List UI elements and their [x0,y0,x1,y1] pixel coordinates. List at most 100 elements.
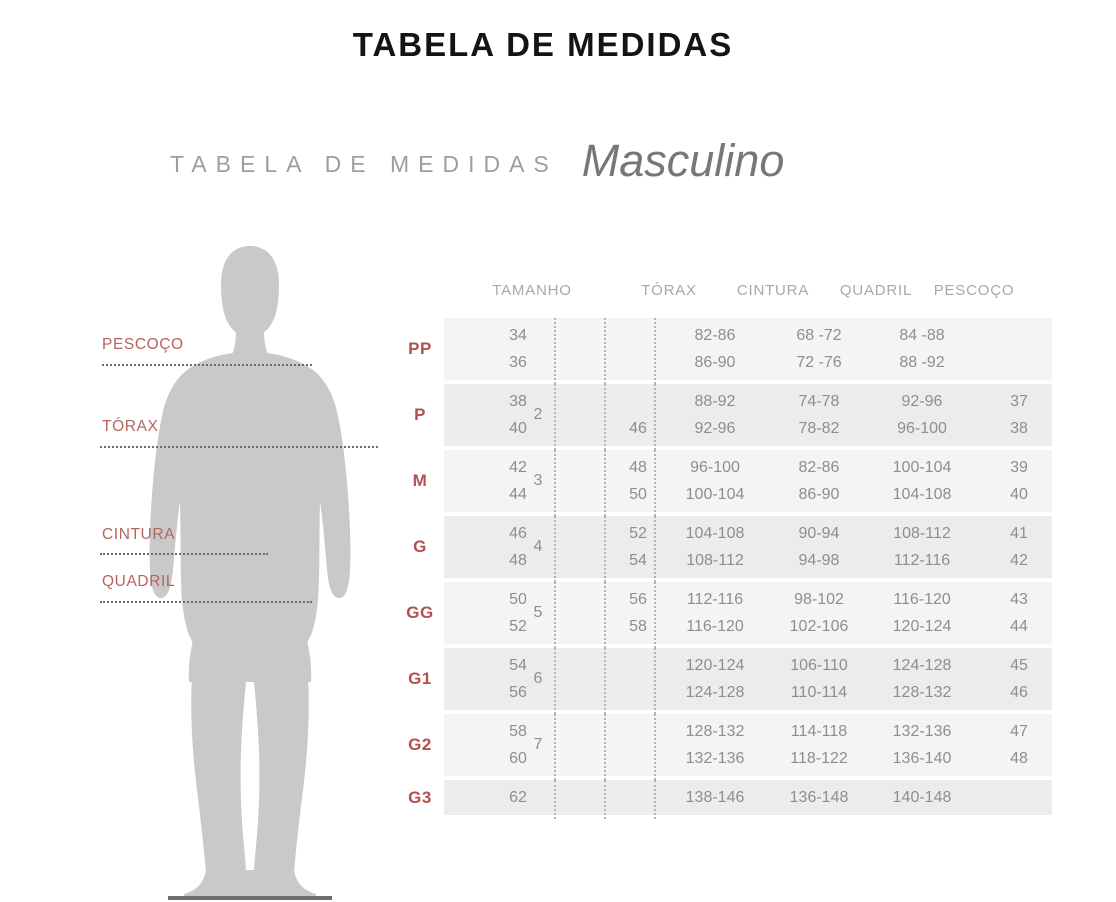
size-label: P [414,405,426,424]
cell-torax: 128-132 [685,723,745,740]
column-separator-3 [654,648,656,714]
cell-quadril: 128-132 [892,684,952,701]
size-label: PP [408,339,432,358]
column-separator-2 [604,582,606,648]
column-separator-2 [604,648,606,714]
cell-pescoco: 44 [1010,618,1028,635]
leader-line-torax [100,446,378,448]
column-separator-1 [554,780,556,819]
subtitle-gender-text: Masculino [581,135,785,186]
size-label: G3 [408,787,432,807]
table-subrow: 42 48 96-100 82-86 100-104 39 [444,454,1052,481]
cell-numeric-size: 48 [509,552,527,569]
cell-pescoco: 46 [1010,684,1028,701]
cell-quadril: 100-104 [892,459,952,476]
cell-torax: 82-86 [694,327,736,344]
cell-torax: 124-128 [685,684,745,701]
cell-alt-size: 56 [629,591,647,608]
leader-line-pescoco [102,364,312,366]
cell-cintura: 74-78 [798,393,840,410]
table-subrow: 38 88-92 74-78 92-96 37 [444,388,1052,415]
cell-alt-size: 52 [629,525,647,542]
cell-torax: 104-108 [685,525,745,542]
column-header-pescoco: PESCOÇO [933,282,1015,299]
table-subrow: 36 86-90 72 -76 88 -92 [444,349,1052,376]
column-separator-1 [554,582,556,648]
cell-alt-size [610,745,666,772]
cell-numeric-size: 42 [509,459,527,476]
table-subrow: 60 132-136 118-122 136-140 48 [444,745,1052,772]
table-row: P 2 38 88-92 74-78 92-96 37 40 46 92-96 78-82 96-10… [398,384,1098,450]
cell-eu-size: 6 [533,670,543,687]
table-subrow: 58 128-132 114-118 132-136 47 [444,718,1052,745]
cell-eu-size: 4 [533,538,543,555]
cell-numeric-size: 56 [509,684,527,701]
cell-eu-size: 7 [533,736,543,753]
cell-torax: 100-104 [685,486,745,503]
cell-cintura: 118-122 [790,750,848,767]
cell-quadril: 92-96 [901,393,943,410]
column-separator-3 [654,450,656,516]
cell-torax: 138-146 [685,789,745,806]
row-band [444,582,1052,644]
cell-torax: 96-100 [690,459,740,476]
cell-numeric-size: 50 [509,591,527,608]
cell-cintura: 110-114 [790,684,848,701]
table-subrow: 40 46 92-96 78-82 96-100 38 [444,415,1052,442]
column-separator-2 [604,516,606,582]
row-band [444,714,1052,776]
column-separator-1 [554,648,556,714]
cell-numeric-size: 38 [509,393,527,410]
table-row: PP 34 82-86 68 -72 84 -88 36 86-90 72 -76 88 -92 [398,318,1098,384]
cell-alt-size: 58 [629,618,647,635]
cell-pescoco: 43 [1010,591,1028,608]
table-row: G 4 46 52 104-108 90-94 108-112 41 48 54 108-112 94… [398,516,1098,582]
leader-line-quadril [100,601,312,603]
cell-pescoco [974,322,1064,349]
cell-numeric-size: 46 [509,525,527,542]
size-label: G2 [408,735,432,754]
cell-numeric-size: 44 [509,486,527,503]
cell-pescoco: 37 [1010,393,1028,410]
measurements-table: TAMANHO TÓRAX CINTURA QUADRIL PESCOÇO PP… [398,282,1098,819]
label-cintura: CINTURA [102,526,176,543]
cell-cintura: 102-106 [789,618,849,635]
table-row: G3 62 138-146 136-148 140-148 [398,780,1098,819]
cell-pescoco: 41 [1010,525,1028,542]
column-separator-2 [604,318,606,384]
cell-torax: 112-116 [686,591,744,608]
cell-quadril: 136-140 [892,750,952,767]
row-band [444,516,1052,578]
row-band [444,648,1052,710]
cell-quadril: 88 -92 [899,354,945,371]
cell-numeric-size: 58 [509,723,527,740]
cell-pescoco [974,784,1064,811]
cell-quadril: 112-116 [893,552,951,569]
cell-cintura: 68 -72 [796,327,842,344]
cell-pescoco: 40 [1010,486,1028,503]
table-subrow: 48 54 108-112 94-98 112-116 42 [444,547,1052,574]
ground-line [168,896,332,900]
cell-numeric-size: 62 [509,789,527,806]
column-separator-1 [554,384,556,450]
cell-cintura: 90-94 [798,525,840,542]
column-separator-3 [654,714,656,780]
column-separator-1 [554,714,556,780]
cell-torax: 92-96 [694,420,736,437]
row-band [444,780,1052,815]
column-separator-3 [654,582,656,648]
cell-pescoco: 42 [1010,552,1028,569]
cell-quadril: 124-128 [892,657,952,674]
cell-alt-size: 54 [629,552,647,569]
cell-alt-size: 48 [629,459,647,476]
male-silhouette-icon [149,246,351,900]
column-separator-3 [654,780,656,819]
column-header-torax: TÓRAX [641,282,697,299]
cell-torax: 120-124 [685,657,745,674]
cell-pescoco: 45 [1010,657,1028,674]
cell-alt-size [610,652,666,679]
column-separator-2 [604,714,606,780]
cell-alt-size [610,322,666,349]
cell-alt-size [610,679,666,706]
column-separator-3 [654,384,656,450]
